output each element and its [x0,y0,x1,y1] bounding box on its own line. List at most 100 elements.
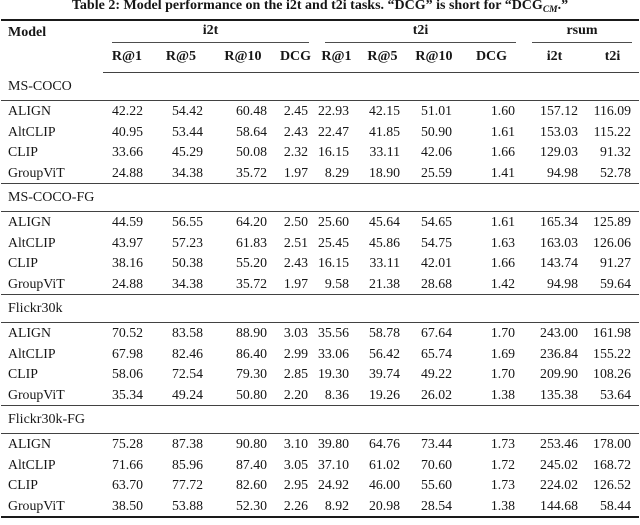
metric-value: 35.72 [211,162,275,184]
metric-value: 64.20 [235,214,267,230]
metric-value: 42.15 [368,103,400,119]
metric-value: 161.98 [593,325,631,341]
group-label-i2t: i2t [112,23,309,43]
metric-value: 28.54 [420,497,452,513]
metric-value: 45.86 [368,234,400,250]
metric-value: 2.43 [283,123,308,139]
table-row: GroupViT 35.34 49.24 50.80 2.20 8.36 19.26 26.0… [1,384,639,406]
table-row: ALIGN 42.22 54.42 60.48 2.45 22.93 42.15 51.01 1… [1,101,639,122]
metric-value: 21.38 [357,273,408,295]
metric-value: 1.61 [490,214,515,230]
metric-value: 79.30 [235,366,267,382]
table-row: AltCLIP 71.66 85.96 87.40 3.05 37.10 61.02 70.6… [1,455,639,476]
metric-value: 35.56 [317,325,349,341]
model-name: CLIP [8,255,38,271]
section-label: MS-COCO-FG [1,183,639,212]
metric-value: 70.60 [420,456,452,472]
metric-value: 2.51 [283,234,308,250]
metric-value: 1.38 [460,384,523,406]
metric-value: 53.88 [171,497,203,513]
metric-value: 165.34 [540,214,578,230]
caption-suffix: .” [557,0,569,13]
metric-value: 67.64 [420,325,452,341]
metric-value: 144.68 [540,497,578,513]
metric-value: 33.66 [111,144,143,160]
metric-value: 45.29 [171,144,203,160]
metric-value: 45.64 [368,214,400,230]
metric-value: 33.11 [369,144,400,160]
metric-value: 50.80 [211,384,275,406]
metric-value: 22.47 [317,123,349,139]
header-group-row: Model i2t t2i rsum [1,20,639,43]
metric-value: 70.52 [111,325,143,341]
metric-value: 143.74 [540,255,578,271]
metric-value: 28.68 [408,273,460,295]
model-name: AltCLIP [8,456,56,472]
metric-value: 1.63 [490,234,515,250]
model-name: GroupViT [1,384,103,406]
table-row: GroupViT 24.88 34.38 35.72 1.97 8.29 18.90 25.5… [1,162,639,184]
metric-value: 24.88 [103,162,151,184]
caption-subscript: CM [542,5,558,15]
metric-value: 19.30 [317,366,349,382]
metric-value: 40.95 [111,123,143,139]
metric-value: 72.54 [171,366,203,382]
metric-value: 53.64 [586,384,639,406]
metric-value: 58.78 [368,325,400,341]
metric-value: 46.00 [368,477,400,493]
metric-value: 2.32 [283,144,308,160]
metric-value: 54.75 [420,234,452,250]
metric-value: 8.29 [316,162,357,184]
metric-value: 1.73 [490,436,515,452]
table-row: AltCLIP 43.97 57.23 61.83 2.51 25.45 45.86 54.7… [1,233,639,254]
metric-value: 55.60 [420,477,452,493]
table-row: CLIP 63.70 77.72 82.60 2.95 24.92 46.00 55.60 1.… [1,475,639,496]
metric-value: 52.78 [586,162,639,184]
metric-value: 56.42 [368,345,400,361]
metric-value: 57.23 [171,234,203,250]
metric-value: 86.40 [235,345,267,361]
table-row: ALIGN 44.59 56.55 64.20 2.50 25.60 45.64 54.65 1… [1,212,639,233]
metric-value: 1.61 [490,123,515,139]
metric-value: 50.90 [420,123,452,139]
metric-value: 39.80 [317,436,349,452]
column-header-t2i-dcg: DCG [460,43,523,73]
metric-value: 35.34 [103,384,151,406]
metric-value: 18.90 [357,162,408,184]
metric-value: 52.30 [235,497,267,513]
section-row: Flickr30k-FG [1,405,639,434]
metric-value: 90.80 [235,436,267,452]
metric-value: 1.69 [490,345,515,361]
metric-value: 2.50 [283,214,308,230]
metric-value: 39.74 [368,366,400,382]
metric-value: 1.60 [490,103,515,119]
metric-value: 64.76 [368,436,400,452]
metric-value: 1.73 [490,477,515,493]
metric-value: 94.98 [523,162,586,184]
metric-value: 35.72 [211,273,275,295]
metric-value: 1.38 [490,497,515,513]
table-row: GroupViT 24.88 34.38 35.72 1.97 9.58 21.38 28.6… [1,273,639,295]
metric-value: 2.26 [283,497,308,513]
metric-value: 224.02 [540,477,578,493]
metric-value: 94.98 [523,273,586,295]
metric-value: 1.97 [275,273,316,295]
metric-value: 3.03 [283,325,308,341]
metric-value: 129.03 [540,144,578,160]
metric-value: 8.92 [324,497,349,513]
metric-value: 25.59 [408,162,460,184]
metric-value: 243.00 [540,325,578,341]
column-header-rsum-i2t: i2t [523,43,586,73]
metric-value: 2.43 [283,255,308,271]
metric-value: 116.09 [593,103,631,119]
table-row: AltCLIP 40.95 53.44 58.64 2.43 22.47 41.85 50.9… [1,122,639,143]
metric-value: 58.44 [599,497,631,513]
column-header-t2i-r1: R@1 [316,43,357,73]
table-row: CLIP 33.66 45.29 50.08 2.32 16.15 33.11 42.06 1.… [1,142,639,163]
metric-value: 77.72 [171,477,203,493]
column-group-i2t: i2t [103,20,316,43]
metric-value: 82.46 [171,345,203,361]
metric-value: 55.20 [235,255,267,271]
metric-value: 54.65 [420,214,452,230]
